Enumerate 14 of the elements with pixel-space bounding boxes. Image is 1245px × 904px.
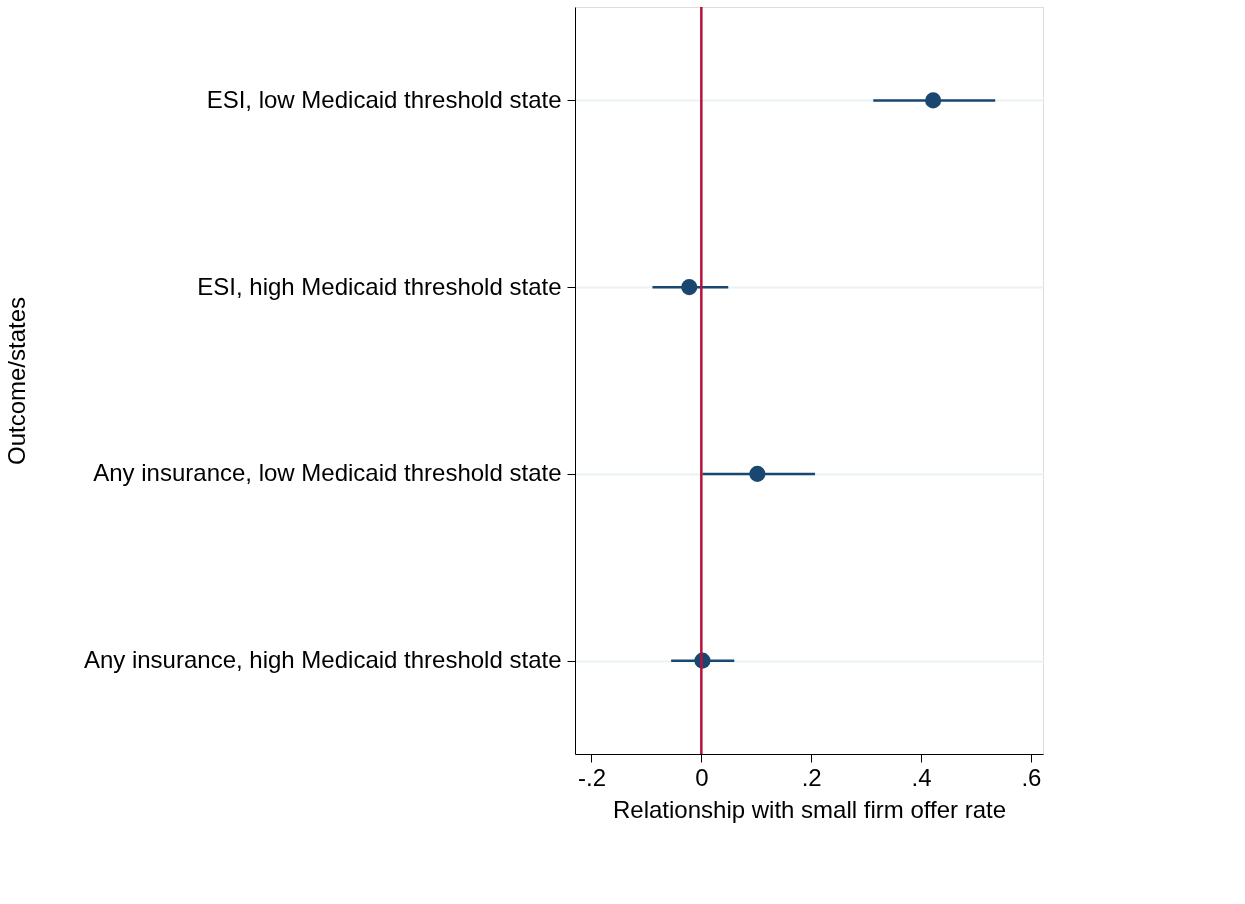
x-tick-label: .6 bbox=[1021, 763, 1042, 791]
y-tick-label: Any insurance, high Medicaid threshold state bbox=[83, 646, 562, 674]
x-tick-label: -.2 bbox=[577, 763, 606, 791]
x-axis-title: Relationship with small firm offer rate bbox=[612, 795, 1007, 823]
x-tick-label: .4 bbox=[911, 763, 932, 791]
y-tick-label: ESI, low Medicaid threshold state bbox=[206, 85, 562, 113]
y-tick-label: ESI, high Medicaid threshold state bbox=[197, 272, 562, 300]
point bbox=[925, 92, 942, 109]
x-tick-label: .2 bbox=[801, 763, 822, 791]
y-tick-label: Any insurance, low Medicaid threshold state bbox=[93, 459, 562, 487]
point bbox=[681, 279, 698, 296]
x-tick-label: 0 bbox=[695, 763, 709, 791]
point bbox=[749, 465, 766, 482]
y-axis-title: Outcome/states bbox=[2, 296, 30, 466]
